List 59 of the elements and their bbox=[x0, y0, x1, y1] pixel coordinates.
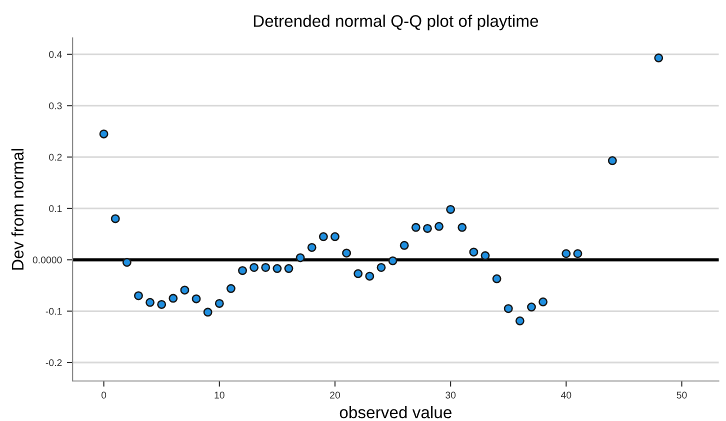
x-tick-label: 0 bbox=[101, 392, 106, 399]
y-tick-label: 0.2 bbox=[49, 154, 62, 161]
point bbox=[654, 53, 664, 62]
point bbox=[526, 302, 536, 312]
point bbox=[365, 272, 374, 281]
point bbox=[99, 129, 108, 138]
point bbox=[157, 300, 166, 309]
chart-title: Detrended normal Q-Q plot of playtime bbox=[254, 14, 538, 30]
point bbox=[492, 274, 502, 284]
x-tick-label: 10 bbox=[214, 392, 224, 399]
point bbox=[354, 269, 363, 278]
point bbox=[272, 264, 282, 274]
point bbox=[134, 291, 143, 300]
point bbox=[192, 294, 201, 304]
point bbox=[538, 297, 548, 306]
point bbox=[411, 222, 420, 232]
point bbox=[515, 316, 524, 326]
point bbox=[562, 249, 571, 258]
point bbox=[446, 204, 456, 214]
y-tick-label: -0.1 bbox=[46, 308, 62, 315]
point bbox=[226, 284, 236, 294]
y-tick-label: 0.1 bbox=[49, 205, 62, 212]
point bbox=[469, 248, 478, 257]
point bbox=[434, 222, 444, 231]
y-axis-title: Dev from normal bbox=[11, 148, 24, 270]
point bbox=[307, 242, 316, 252]
x-tick-label: 50 bbox=[676, 392, 687, 399]
point bbox=[296, 253, 305, 262]
point bbox=[400, 240, 409, 250]
point bbox=[284, 264, 294, 274]
x-tick-label: 20 bbox=[330, 392, 340, 399]
point bbox=[573, 249, 582, 258]
point bbox=[480, 251, 490, 260]
point bbox=[214, 298, 224, 308]
point bbox=[330, 232, 340, 242]
point bbox=[388, 256, 398, 266]
x-axis-title: observed value bbox=[340, 406, 452, 418]
point bbox=[458, 222, 467, 232]
y-tick-label: -0.2 bbox=[46, 359, 62, 366]
point bbox=[376, 262, 386, 272]
point bbox=[146, 298, 155, 307]
point bbox=[504, 304, 513, 314]
point bbox=[122, 258, 132, 267]
point bbox=[318, 232, 328, 242]
x-tick-label: 40 bbox=[560, 392, 572, 399]
x-tick-label: 30 bbox=[446, 392, 456, 399]
point bbox=[261, 262, 270, 272]
point bbox=[608, 156, 617, 166]
y-tick-label: 0.0000 bbox=[32, 256, 62, 264]
point bbox=[168, 294, 178, 303]
point bbox=[342, 248, 352, 258]
y-tick-label: 0.4 bbox=[49, 51, 62, 58]
point bbox=[238, 266, 248, 276]
point bbox=[250, 262, 259, 272]
point bbox=[180, 286, 190, 295]
point bbox=[203, 308, 212, 317]
y-tick-label: 0.3 bbox=[49, 102, 62, 110]
point bbox=[422, 224, 432, 233]
point bbox=[110, 214, 120, 224]
